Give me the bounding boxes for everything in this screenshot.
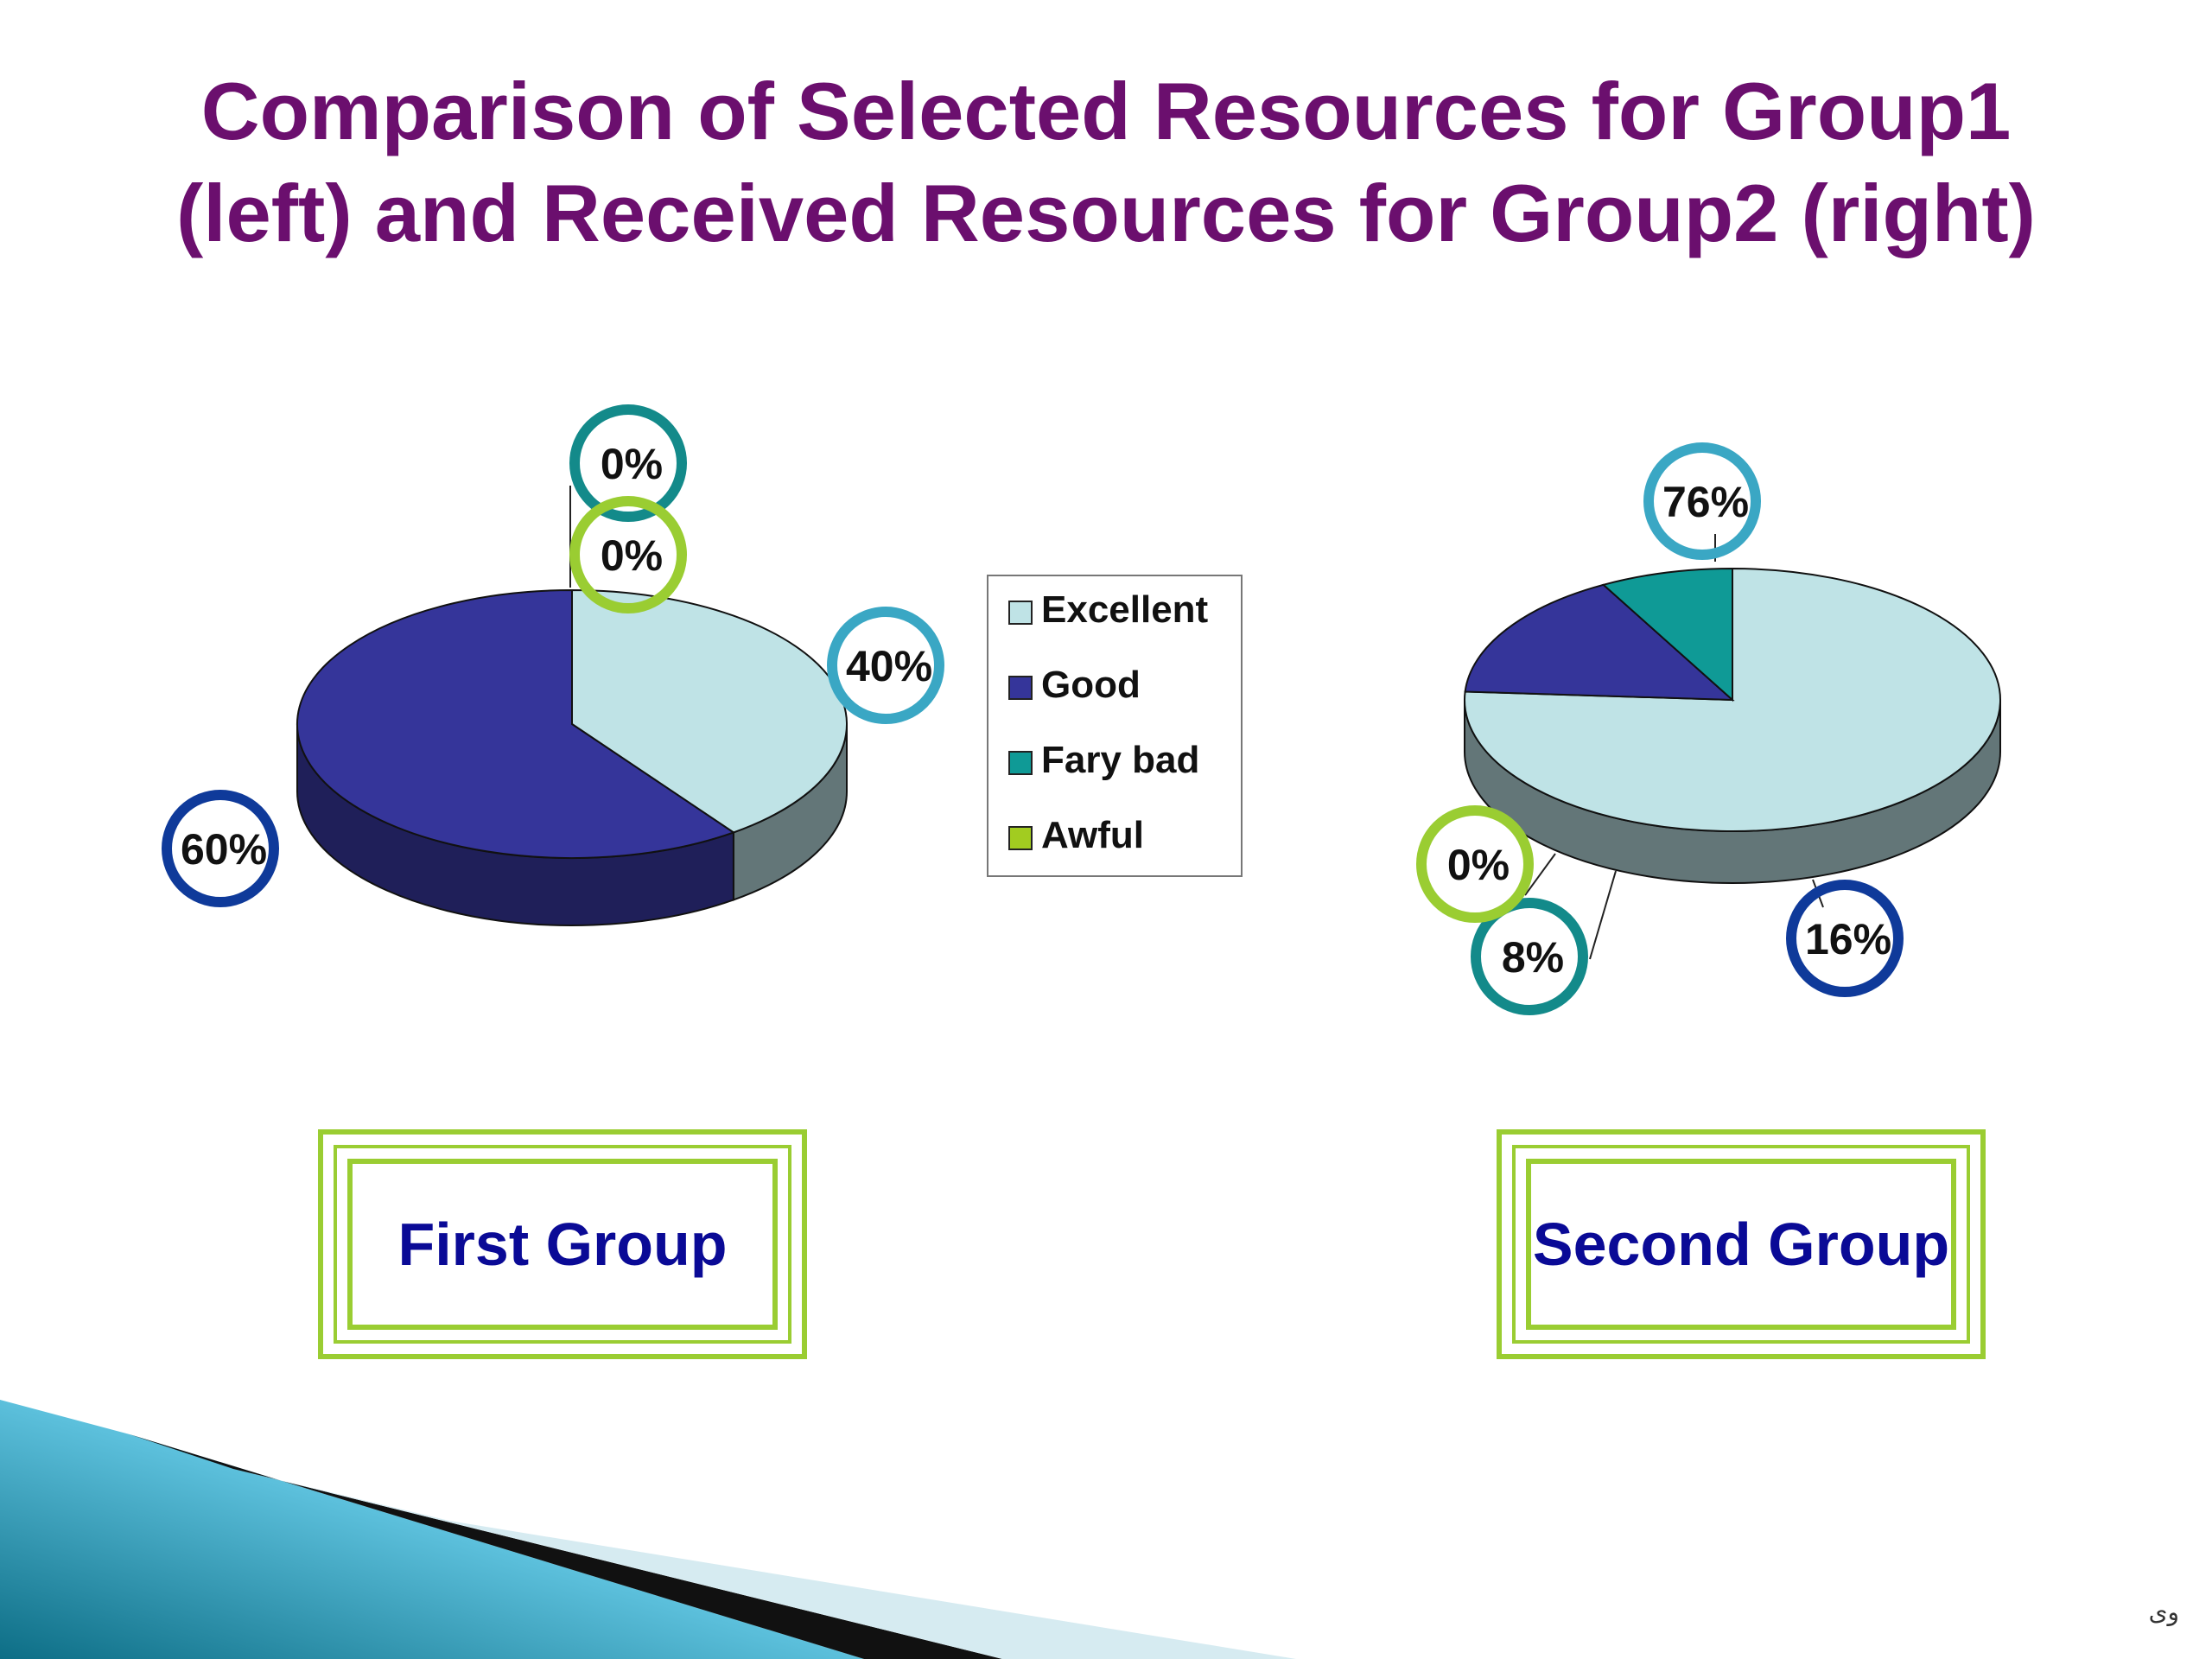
legend-swatch-fary-bad xyxy=(1008,751,1033,775)
label-ring-good xyxy=(162,790,279,907)
label-ring-awful xyxy=(1416,805,1534,923)
title-line-1: Comparison of Selected Resources for Gro… xyxy=(200,66,2012,156)
leader-line xyxy=(1524,853,1556,896)
data-label-excellent: 40% xyxy=(846,642,932,690)
data-labels: 40% 60% 0% 0% 76% 16% 8% 0% xyxy=(162,404,1904,1015)
legend-label-awful: Awful xyxy=(1041,814,1144,856)
pie-slice-good xyxy=(1464,583,1735,702)
first-group-caption-box: First Group xyxy=(318,1129,807,1359)
legend: Excellent Good Fary bad Awful xyxy=(987,575,1243,877)
slide-title: Comparison of Selected Resources for Gro… xyxy=(69,60,2143,264)
label-ring-fary-bad xyxy=(569,404,687,522)
legend-label-excellent: Excellent xyxy=(1041,588,1209,631)
second-group-label: Second Group xyxy=(1532,1211,1950,1278)
data-label-fary-bad: 8% xyxy=(1502,933,1564,982)
leader-line xyxy=(1589,870,1617,960)
legend-swatch-awful xyxy=(1008,826,1033,850)
legend-label-fary-bad: Fary bad xyxy=(1041,739,1199,781)
label-ring-good xyxy=(1786,880,1904,997)
data-label-excellent: 76% xyxy=(1662,478,1749,526)
data-label-fary-bad: 0% xyxy=(601,440,663,488)
data-label-good: 60% xyxy=(181,825,267,874)
legend-swatch-excellent xyxy=(1008,601,1033,625)
title-line-2: (left) and Received Resources for Group2… xyxy=(176,168,2036,258)
label-ring-excellent xyxy=(1643,442,1761,560)
first-group-caption-inner: First Group xyxy=(347,1159,778,1330)
data-label-awful: 0% xyxy=(601,531,663,580)
label-ring-awful xyxy=(569,496,687,613)
label-ring-excellent xyxy=(827,607,944,724)
pie-slice-fary-bad xyxy=(1601,567,1733,702)
pie-slice-good xyxy=(296,588,736,859)
label-ring-fary-bad xyxy=(1471,898,1588,1015)
first-group-label: First Group xyxy=(397,1211,728,1278)
pie-chart-second-group xyxy=(1464,567,2001,884)
legend-swatch-good xyxy=(1008,676,1033,700)
footer-mark: وی xyxy=(2148,1598,2179,1626)
legend-label-good: Good xyxy=(1041,664,1141,706)
data-label-awful: 0% xyxy=(1447,841,1510,889)
second-group-caption-inner: Second Group xyxy=(1526,1159,1956,1330)
second-group-caption-box: Second Group xyxy=(1497,1129,1986,1359)
corner-ribbon xyxy=(0,1400,1296,1659)
pie-chart-first-group xyxy=(296,588,848,926)
data-label-good: 16% xyxy=(1805,915,1891,963)
